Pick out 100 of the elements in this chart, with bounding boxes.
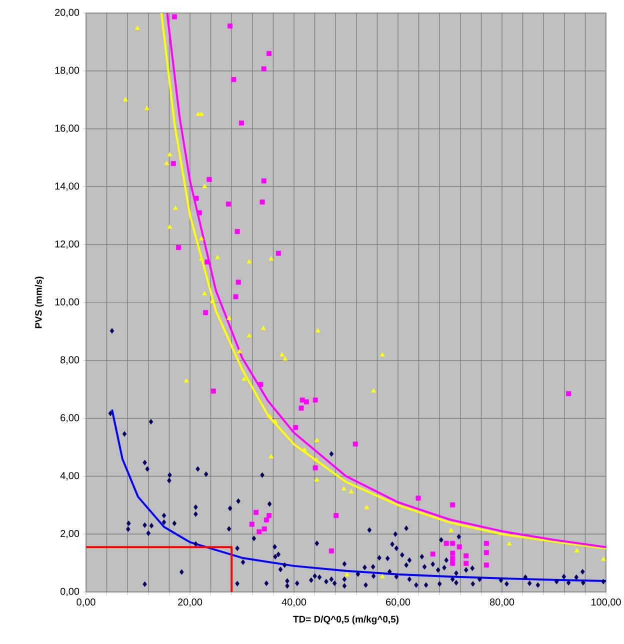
- point: [256, 529, 262, 534]
- point: [199, 236, 204, 240]
- x-tick-label: 40,00: [282, 598, 306, 607]
- x-tick-label: 100,00: [592, 598, 621, 607]
- y-tick-label: 12,00: [55, 240, 80, 249]
- point: [293, 425, 298, 430]
- point: [348, 489, 354, 494]
- point: [260, 200, 265, 205]
- point: [574, 548, 580, 552]
- point: [298, 406, 304, 411]
- point: [246, 259, 252, 264]
- point: [170, 161, 176, 166]
- point: [484, 550, 489, 556]
- point: [264, 517, 269, 522]
- y-tick-label: 6,00: [60, 414, 80, 422]
- point: [304, 399, 309, 404]
- point: [261, 66, 266, 72]
- y-tick-label: 14,00: [55, 182, 80, 191]
- point: [484, 540, 489, 546]
- point: [196, 210, 202, 216]
- point: [334, 513, 339, 518]
- point: [315, 328, 320, 332]
- point: [266, 51, 272, 56]
- point: [202, 291, 208, 296]
- point: [506, 541, 512, 546]
- point: [261, 178, 266, 184]
- point: [167, 152, 172, 156]
- point: [164, 160, 170, 166]
- point: [173, 206, 178, 210]
- point: [272, 418, 278, 424]
- point: [176, 245, 182, 250]
- point: [242, 376, 247, 381]
- point: [199, 112, 204, 116]
- point: [238, 120, 244, 126]
- point: [280, 352, 284, 356]
- point: [456, 544, 462, 550]
- point: [202, 184, 208, 188]
- point: [135, 26, 140, 30]
- point: [314, 477, 320, 482]
- point: [352, 442, 358, 447]
- point: [254, 510, 259, 515]
- point: [258, 382, 264, 387]
- point: [444, 540, 449, 546]
- point: [226, 202, 231, 207]
- point: [464, 560, 469, 566]
- point: [312, 398, 318, 403]
- point: [450, 560, 456, 566]
- point: [364, 504, 370, 510]
- y-tick-label: 2,00: [60, 530, 80, 538]
- point: [267, 414, 272, 418]
- point: [262, 526, 267, 532]
- x-tick-label: 20,00: [178, 598, 202, 607]
- point: [236, 280, 241, 285]
- point: [282, 356, 288, 360]
- x-axis-title: TD= D/Q^0,5 (m/kg^0,5): [293, 616, 399, 624]
- y-axis-title: PVS (mm/s): [34, 276, 44, 328]
- point: [236, 348, 242, 354]
- point: [450, 540, 456, 546]
- point: [204, 259, 210, 264]
- point: [172, 14, 177, 20]
- x-tick-label: 0,00: [76, 598, 96, 607]
- y-tick-label: 0,00: [60, 588, 80, 596]
- point: [206, 176, 212, 182]
- x-tick-label: 80,00: [490, 598, 514, 607]
- point: [268, 454, 274, 458]
- point: [233, 294, 238, 300]
- point: [380, 352, 385, 356]
- x-tick-label: 60,00: [386, 598, 410, 607]
- point: [371, 388, 376, 393]
- point: [268, 256, 274, 261]
- y-tick-label: 16,00: [55, 124, 80, 133]
- point: [276, 250, 281, 256]
- point: [203, 310, 208, 316]
- point: [314, 457, 319, 462]
- point: [228, 24, 233, 29]
- point: [194, 196, 199, 201]
- point: [234, 229, 240, 234]
- point: [184, 378, 189, 382]
- y-tick-label: 4,00: [60, 472, 80, 480]
- point: [210, 388, 216, 394]
- y-tick-label: 20,00: [55, 8, 80, 18]
- point: [312, 465, 318, 470]
- point: [260, 326, 266, 330]
- point: [246, 333, 252, 338]
- point: [215, 254, 220, 260]
- y-tick-label: 18,00: [55, 66, 80, 76]
- point: [380, 574, 385, 578]
- point: [314, 438, 320, 442]
- point: [566, 391, 572, 396]
- point: [266, 513, 272, 518]
- point: [600, 556, 606, 561]
- point: [448, 528, 454, 532]
- point: [450, 502, 456, 508]
- point: [302, 447, 307, 452]
- point: [231, 77, 236, 82]
- point: [167, 224, 172, 229]
- point: [300, 398, 305, 403]
- point: [144, 106, 150, 110]
- point: [328, 548, 334, 554]
- point: [344, 572, 350, 576]
